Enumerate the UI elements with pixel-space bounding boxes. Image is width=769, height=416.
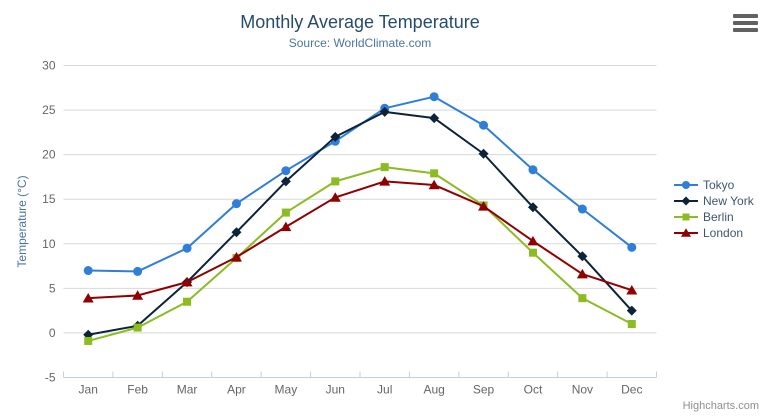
- chart-subtitle: Source: WorldClimate.com: [288, 36, 432, 50]
- data-point[interactable]: [281, 166, 291, 176]
- chart-title: Monthly Average Temperature: [240, 12, 480, 32]
- legend-label: New York: [703, 194, 754, 208]
- data-point[interactable]: [280, 221, 292, 232]
- data-point[interactable]: [429, 113, 440, 124]
- series-line-berlin: [87, 166, 633, 342]
- data-point[interactable]: [682, 213, 690, 221]
- data-point[interactable]: [681, 228, 691, 237]
- x-axis-label: Jun: [326, 383, 345, 397]
- data-point[interactable]: [528, 165, 538, 175]
- x-axis-label: Mar: [177, 383, 198, 397]
- triangle-marker-icon: [674, 228, 698, 237]
- grid-lines: [63, 65, 657, 378]
- data-point[interactable]: [578, 294, 587, 303]
- data-point[interactable]: [478, 148, 489, 159]
- x-axis-label: Dec: [621, 383, 642, 397]
- data-point[interactable]: [281, 208, 290, 217]
- data-point[interactable]: [82, 292, 94, 303]
- x-axis-label: Jul: [377, 383, 392, 397]
- x-axis-label: May: [275, 383, 298, 397]
- x-axis-labels: Jan Feb Mar Apr May Jun Jul Aug Sep Oct Nov Dec: [79, 383, 643, 397]
- data-point[interactable]: [627, 242, 637, 252]
- y-axis-label: 10: [42, 237, 56, 251]
- legend-label: Tokyo: [703, 178, 735, 192]
- data-point[interactable]: [626, 305, 637, 316]
- data-point[interactable]: [181, 276, 193, 287]
- data-point[interactable]: [379, 176, 391, 186]
- data-point[interactable]: [527, 202, 538, 213]
- series-new-york[interactable]: [83, 106, 637, 340]
- y-axis-label: 0: [49, 326, 56, 340]
- x-axis-label: Oct: [524, 383, 543, 397]
- data-point[interactable]: [133, 323, 142, 332]
- series-line-tokyo: [87, 95, 633, 273]
- data-point[interactable]: [380, 163, 389, 172]
- y-axis-label: -5: [45, 371, 56, 385]
- data-point[interactable]: [478, 201, 490, 211]
- y-axis-label: 30: [42, 59, 56, 73]
- legend: Tokyo New York Berlin London: [674, 177, 754, 241]
- legend-label: Berlin: [703, 210, 734, 224]
- series-tokyo[interactable]: [83, 92, 637, 276]
- x-axis-label: Apr: [227, 383, 246, 397]
- data-point[interactable]: [329, 192, 341, 202]
- x-axis-label: Aug: [423, 383, 444, 397]
- data-point[interactable]: [627, 320, 636, 329]
- data-point[interactable]: [331, 177, 340, 186]
- legend-label: London: [703, 226, 744, 240]
- data-point[interactable]: [681, 196, 691, 206]
- data-point[interactable]: [182, 243, 192, 253]
- data-point[interactable]: [428, 179, 440, 190]
- series-london[interactable]: [82, 176, 638, 303]
- data-point[interactable]: [280, 176, 291, 187]
- data-point[interactable]: [133, 266, 143, 276]
- circle-marker-icon: [674, 181, 698, 189]
- data-point[interactable]: [528, 248, 537, 257]
- data-point[interactable]: [430, 169, 439, 178]
- y-axis-label: 25: [42, 103, 56, 117]
- legend-item-new-york[interactable]: New York: [674, 193, 754, 209]
- legend-item-tokyo[interactable]: Tokyo: [674, 177, 754, 193]
- data-point[interactable]: [84, 336, 93, 345]
- data-point[interactable]: [83, 266, 93, 276]
- x-axis-label: Feb: [127, 383, 148, 397]
- y-axis-label: 20: [42, 148, 56, 162]
- data-point[interactable]: [682, 181, 690, 189]
- export-menu-button[interactable]: [733, 14, 758, 32]
- data-point[interactable]: [429, 92, 439, 102]
- hamburger-menu-icon: [733, 14, 758, 32]
- data-point[interactable]: [231, 199, 241, 209]
- y-axis-title: Temperature (°C): [15, 175, 29, 267]
- data-point[interactable]: [576, 268, 588, 279]
- data-point[interactable]: [527, 235, 539, 246]
- data-point[interactable]: [379, 106, 390, 117]
- data-point[interactable]: [577, 204, 587, 214]
- legend-item-berlin[interactable]: Berlin: [674, 209, 754, 225]
- data-point[interactable]: [479, 120, 489, 130]
- y-axis-labels: -5 0 5 10 15 20 25 30: [42, 59, 56, 385]
- legend-item-london[interactable]: London: [674, 225, 754, 241]
- series-line-london: [87, 180, 633, 300]
- square-marker-icon: [674, 213, 698, 221]
- data-point[interactable]: [132, 290, 144, 300]
- data-point[interactable]: [230, 251, 242, 262]
- data-point[interactable]: [577, 251, 588, 262]
- x-axis: [63, 371, 657, 378]
- y-axis-label: 15: [42, 192, 56, 206]
- x-axis-label: Jan: [79, 383, 98, 397]
- y-axis-label: 5: [49, 281, 56, 295]
- data-point[interactable]: [330, 131, 341, 142]
- data-point[interactable]: [626, 284, 638, 295]
- diamond-marker-icon: [674, 196, 698, 206]
- credits-link[interactable]: Highcharts.com: [682, 400, 759, 412]
- series-line-new-york: [87, 110, 633, 336]
- data-point[interactable]: [183, 297, 192, 306]
- data-point[interactable]: [231, 227, 242, 238]
- x-axis-label: Sep: [473, 383, 495, 397]
- x-axis-label: Nov: [572, 383, 593, 397]
